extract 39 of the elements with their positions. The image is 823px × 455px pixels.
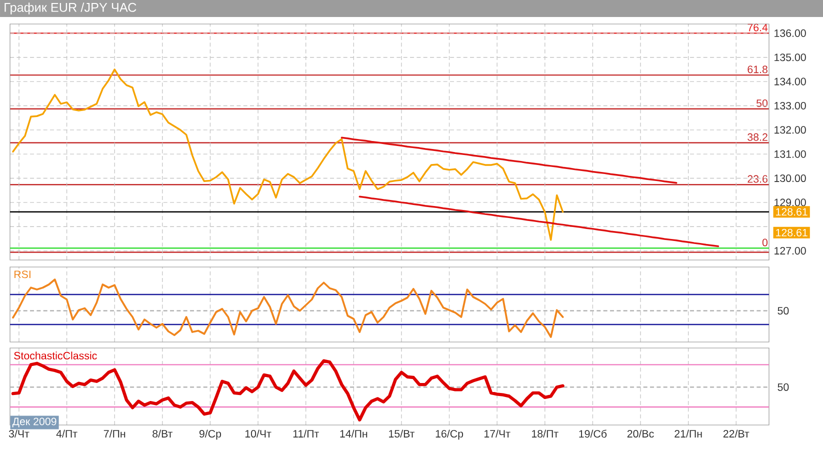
y-tick-label: 133.00 [774,102,806,110]
chart-title: График EUR /JPY ЧАС [4,2,136,14]
x-tick-label: 22/Вт [723,430,750,438]
y-tick-label: 130.00 [774,174,806,182]
ref-line-label: 128.61 [776,208,808,216]
y-tick-label: 136.00 [774,29,806,37]
ref-line-label: 61.8 [748,66,768,74]
x-tick-label: 9/Ср [199,430,222,440]
y-tick-label: 132.00 [774,126,806,134]
y-tick-label: 135.00 [774,54,806,62]
y-tick-label: 131.00 [774,150,806,158]
chart-title: RSI [14,270,30,278]
text: 50 [778,383,789,391]
x-tick-label: 8/Вт [152,430,172,438]
x-tick-label: 19/Сб [579,430,607,438]
ref-line-label: 76.4 [748,24,768,32]
x-tick-label: 10/Чт [245,430,272,438]
x-tick-label: 3/Чт [8,430,30,438]
x-tick-label: 17/Чт [484,430,510,438]
text: 128.61 [776,228,808,236]
x-tick-label: 4/Пт [56,430,78,438]
x-tick-label: 20/Вс [627,430,654,438]
x-tick-label: 7/Пн [104,430,126,438]
ref-line-label: 50 [756,99,768,108]
annotation: Дек 2009 [12,418,56,428]
y-tick-label: 127.00 [774,247,806,255]
chart-title: StochasticClassic [14,352,97,360]
ref-line-label: 38.2 [748,133,768,141]
y-tick-label: 129.00 [774,198,806,206]
x-tick-label: 11/Пт [293,430,319,438]
x-tick-label: 18/Пт [532,430,558,438]
line-series [12,68,564,241]
x-tick-label: 14/Пн [340,430,368,438]
x-tick-label: 15/Вт [389,430,415,438]
ref-line-label: 0 [762,238,768,246]
x-tick-label: 16/Ср [436,430,464,440]
y-tick-label: 134.00 [774,78,806,86]
x-tick-label: 21/Пн [674,430,702,438]
text: 50 [778,306,789,315]
